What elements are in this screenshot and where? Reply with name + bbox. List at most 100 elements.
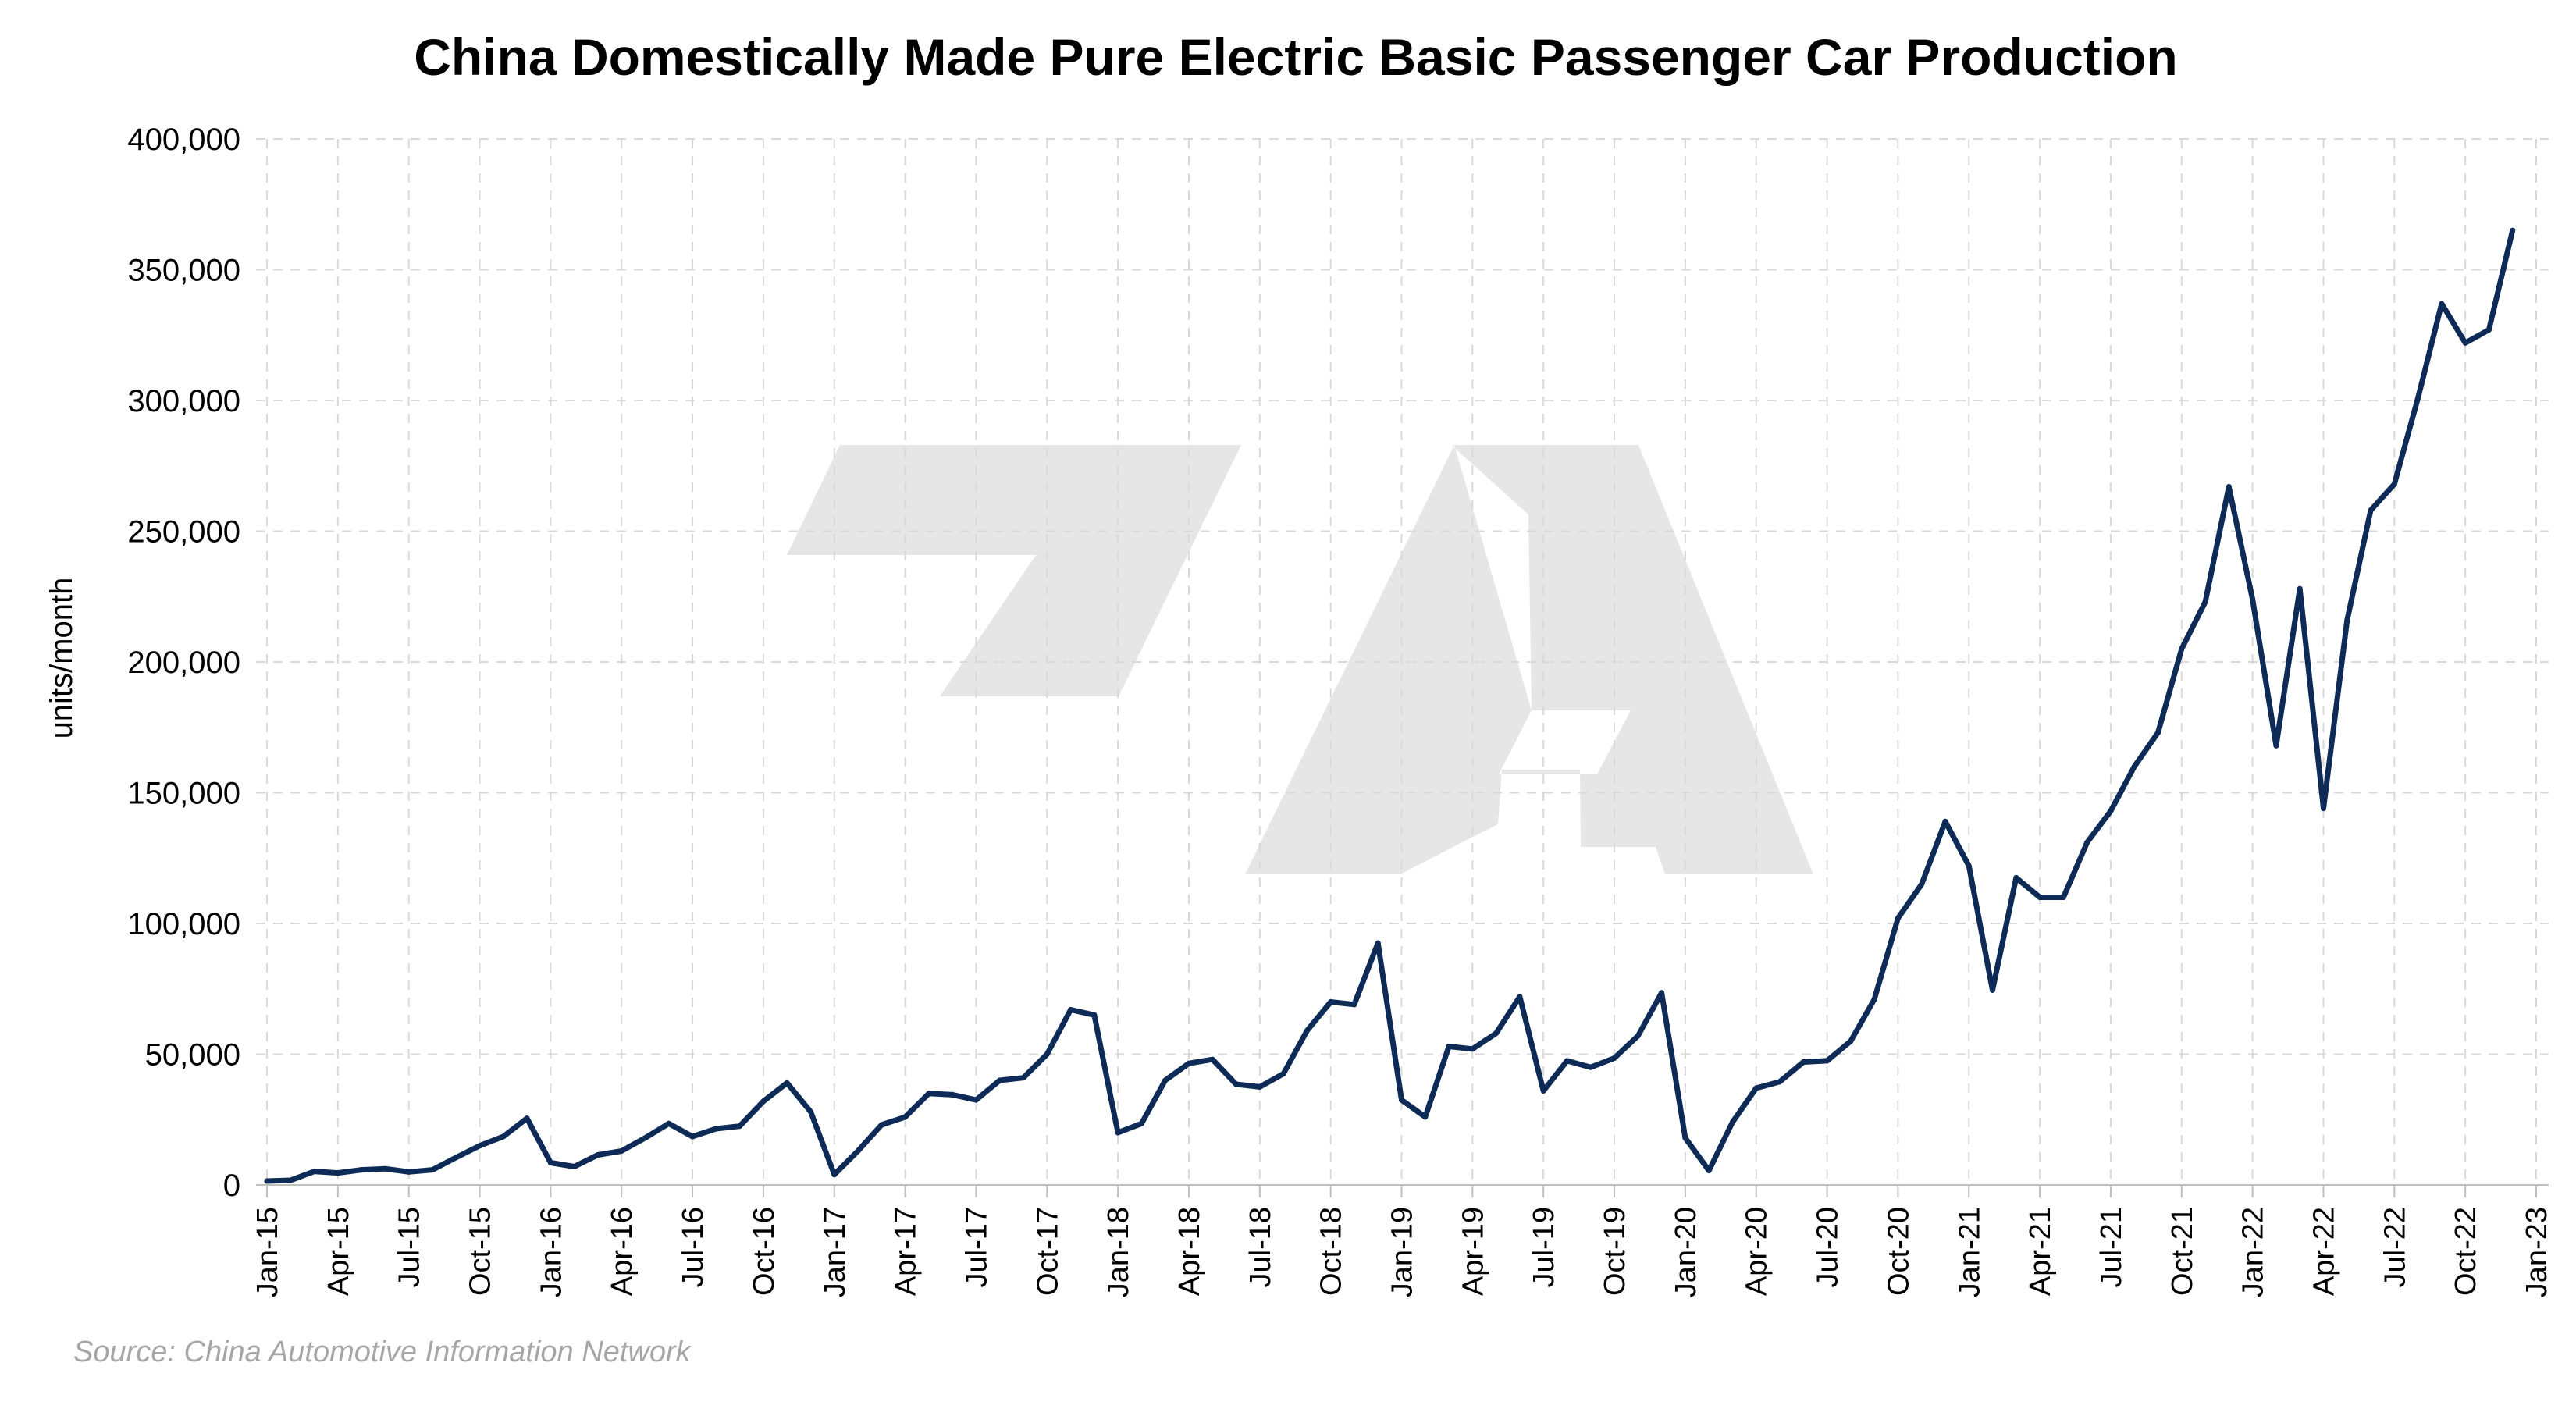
y-axis-label: units/month bbox=[44, 578, 79, 739]
data-point bbox=[1682, 1135, 1688, 1141]
x-tick-labels: Jan-15 Apr-15 Jul-15 Oct-15 Jan-16 Apr-16 Jul-… bbox=[251, 1207, 2553, 1297]
x-tick-label: Oct-22 bbox=[2450, 1207, 2482, 1296]
data-point bbox=[2013, 874, 2019, 881]
y-tick-label: 400,000 bbox=[127, 123, 240, 157]
data-point bbox=[1990, 987, 1996, 993]
data-point bbox=[429, 1167, 436, 1173]
data-point bbox=[1328, 999, 1334, 1005]
data-point bbox=[1611, 1055, 1617, 1062]
data-point bbox=[2462, 340, 2468, 346]
data-point bbox=[1068, 1007, 1074, 1013]
y-tick-label: 150,000 bbox=[127, 777, 240, 811]
data-point bbox=[1422, 1114, 1429, 1120]
series bbox=[264, 227, 2516, 1184]
x-tick-label: Jul-17 bbox=[960, 1207, 993, 1288]
y-tick-label: 100,000 bbox=[127, 907, 240, 941]
x-tick-label: Apr-19 bbox=[1457, 1207, 1489, 1296]
data-point bbox=[453, 1155, 459, 1161]
x-tick-label: Jan-15 bbox=[251, 1207, 284, 1297]
data-point bbox=[949, 1091, 955, 1098]
data-point bbox=[2273, 742, 2279, 749]
data-point bbox=[547, 1160, 553, 1166]
data-point bbox=[1469, 1046, 1475, 1052]
data-point bbox=[1777, 1079, 1783, 1085]
data-point bbox=[524, 1115, 530, 1122]
data-point bbox=[1257, 1083, 1263, 1090]
data-point bbox=[477, 1143, 483, 1149]
data-point bbox=[2439, 301, 2445, 307]
data-point bbox=[2297, 585, 2303, 592]
data-point bbox=[1753, 1085, 1759, 1091]
data-point bbox=[2510, 227, 2516, 233]
x-tick-label: Oct-21 bbox=[2166, 1207, 2199, 1296]
source-note: Source: China Automotive Information Net… bbox=[73, 1336, 692, 1368]
x-tick-label: Apr-22 bbox=[2307, 1207, 2340, 1296]
x-tick-label: Jul-18 bbox=[1244, 1207, 1277, 1288]
data-point bbox=[2415, 395, 2421, 401]
data-point bbox=[1706, 1168, 1712, 1174]
data-point bbox=[2320, 806, 2326, 812]
y-tick-label: 50,000 bbox=[145, 1038, 240, 1073]
data-point bbox=[1564, 1058, 1570, 1064]
data-point bbox=[1540, 1087, 1546, 1094]
data-point bbox=[1800, 1059, 1806, 1066]
data-point bbox=[760, 1098, 767, 1105]
data-point bbox=[1138, 1120, 1144, 1126]
data-point bbox=[737, 1123, 743, 1130]
x-tick-label: Jul-22 bbox=[2379, 1207, 2411, 1288]
x-tick-label: Apr-20 bbox=[1741, 1207, 1774, 1296]
x-tick-label: Jan-18 bbox=[1102, 1207, 1135, 1297]
data-point bbox=[784, 1080, 790, 1086]
data-point bbox=[2344, 617, 2350, 623]
data-point bbox=[1304, 1027, 1310, 1034]
data-point bbox=[1824, 1058, 1831, 1064]
data-point bbox=[1162, 1077, 1169, 1083]
data-point bbox=[1966, 863, 1972, 869]
data-point bbox=[1895, 915, 1901, 921]
data-point bbox=[878, 1122, 884, 1128]
data-point bbox=[1280, 1071, 1286, 1077]
data-point bbox=[1209, 1056, 1215, 1062]
data-point bbox=[1635, 1033, 1641, 1039]
data-point bbox=[2485, 327, 2492, 333]
data-point bbox=[1871, 996, 1877, 1002]
data-point bbox=[713, 1126, 719, 1132]
data-point bbox=[1659, 990, 1665, 996]
data-point bbox=[2368, 507, 2374, 514]
y-tick-labels: 0 50,000 100,000 150,000 200,000 250,000 300,0… bbox=[127, 123, 240, 1203]
data-point bbox=[2084, 839, 2090, 845]
watermark-a-shape bbox=[1245, 445, 1813, 874]
data-point bbox=[358, 1167, 365, 1173]
data-point bbox=[1729, 1119, 1735, 1126]
x-tick-label: Apr-17 bbox=[890, 1207, 923, 1296]
x-tick-label: Oct-16 bbox=[748, 1207, 781, 1296]
chart-title: China Domestically Made Pure Electric Ba… bbox=[414, 28, 2177, 86]
data-point bbox=[1942, 818, 1948, 824]
watermark-logo bbox=[787, 445, 1813, 874]
data-point bbox=[2391, 481, 2397, 487]
y-tick-label: 0 bbox=[223, 1169, 240, 1203]
x-tick-label: Oct-17 bbox=[1031, 1207, 1064, 1296]
y-tick-label: 200,000 bbox=[127, 646, 240, 680]
data-point bbox=[2250, 596, 2256, 603]
data-point bbox=[2131, 763, 2137, 770]
x-tick-label: Jan-21 bbox=[1953, 1207, 1986, 1297]
data-point bbox=[1446, 1043, 1452, 1049]
data-point bbox=[2226, 484, 2232, 490]
data-point bbox=[1493, 1030, 1500, 1037]
data-point bbox=[807, 1108, 813, 1115]
data-point bbox=[311, 1169, 318, 1175]
data-point bbox=[382, 1165, 388, 1172]
data-point bbox=[287, 1177, 294, 1183]
watermark-seven-shape bbox=[787, 445, 1241, 696]
data-point bbox=[902, 1114, 909, 1120]
data-point bbox=[1375, 940, 1381, 946]
x-tick-label: Jul-15 bbox=[393, 1207, 426, 1288]
data-point bbox=[1044, 1051, 1050, 1057]
data-point bbox=[500, 1133, 507, 1140]
data-point bbox=[1588, 1064, 1594, 1070]
gridlines bbox=[256, 138, 2549, 1185]
data-point bbox=[571, 1164, 578, 1170]
data-point bbox=[1020, 1075, 1026, 1081]
data-point bbox=[1186, 1060, 1192, 1066]
